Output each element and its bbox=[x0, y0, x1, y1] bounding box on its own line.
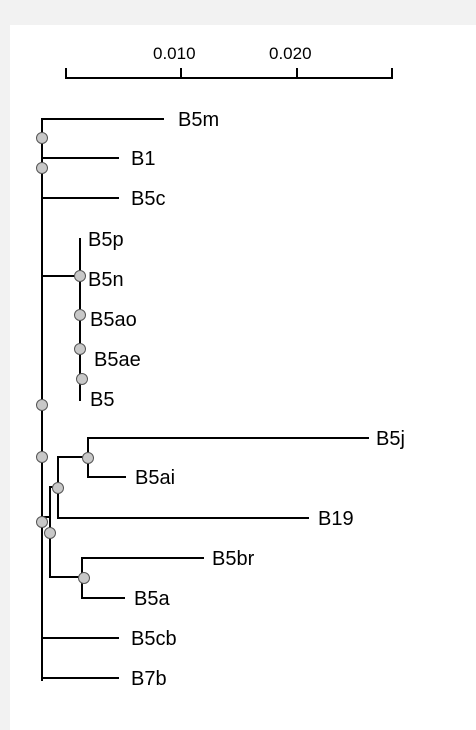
leaf-label-b1: B1 bbox=[131, 148, 155, 170]
node-9 bbox=[78, 572, 90, 584]
scale-tick-label-2: 0.020 bbox=[269, 44, 312, 63]
scale-axis: 0.010 0.020 bbox=[65, 44, 393, 79]
tree-panel: 0.010 0.020 B5m B1 B5c B5cb B7b B5p B5n B5ao B5a… bbox=[10, 25, 476, 730]
leaf-label-b5ae: B5ae bbox=[94, 349, 141, 371]
leaf-label-b5p: B5p bbox=[88, 229, 124, 251]
leaf-label-b5a: B5a bbox=[134, 588, 170, 610]
leaf-label-b5c: B5c bbox=[131, 188, 165, 210]
leaf-label-b5cb: B5cb bbox=[131, 628, 177, 650]
node-4 bbox=[36, 451, 48, 463]
node-2 bbox=[36, 162, 48, 174]
leaf-label-b5ai: B5ai bbox=[135, 467, 175, 489]
leaf-label-b5ao: B5ao bbox=[90, 309, 137, 331]
leaf-label-b5n: B5n bbox=[88, 269, 124, 291]
leaf-label-b5: B5 bbox=[90, 389, 114, 411]
node-b5ao bbox=[74, 309, 86, 321]
leaf-label-b5br: B5br bbox=[212, 548, 255, 570]
leaf-label-b5m: B5m bbox=[178, 109, 219, 131]
node-b5 bbox=[76, 373, 88, 385]
leaf-label-b5j: B5j bbox=[376, 428, 405, 450]
node-b5n bbox=[74, 270, 86, 282]
node-b5ae bbox=[74, 343, 86, 355]
node-7 bbox=[82, 452, 94, 464]
tree-leaf-labels: B5m B1 B5c B5cb B7b B5p B5n B5ao B5ae B5 B5j B5ai B1… bbox=[88, 109, 405, 690]
node-1 bbox=[36, 132, 48, 144]
tree-nodes bbox=[36, 132, 94, 584]
leaf-label-b19: B19 bbox=[318, 508, 354, 530]
node-5 bbox=[36, 516, 48, 528]
node-8 bbox=[44, 527, 56, 539]
scale-tick-label-1: 0.010 bbox=[153, 44, 196, 63]
node-6 bbox=[52, 482, 64, 494]
node-3 bbox=[36, 399, 48, 411]
phylogenetic-tree: 0.010 0.020 B5m B1 B5c B5cb B7b B5p B5n B5ao B5a… bbox=[36, 44, 405, 690]
leaf-label-b7b: B7b bbox=[131, 668, 167, 690]
